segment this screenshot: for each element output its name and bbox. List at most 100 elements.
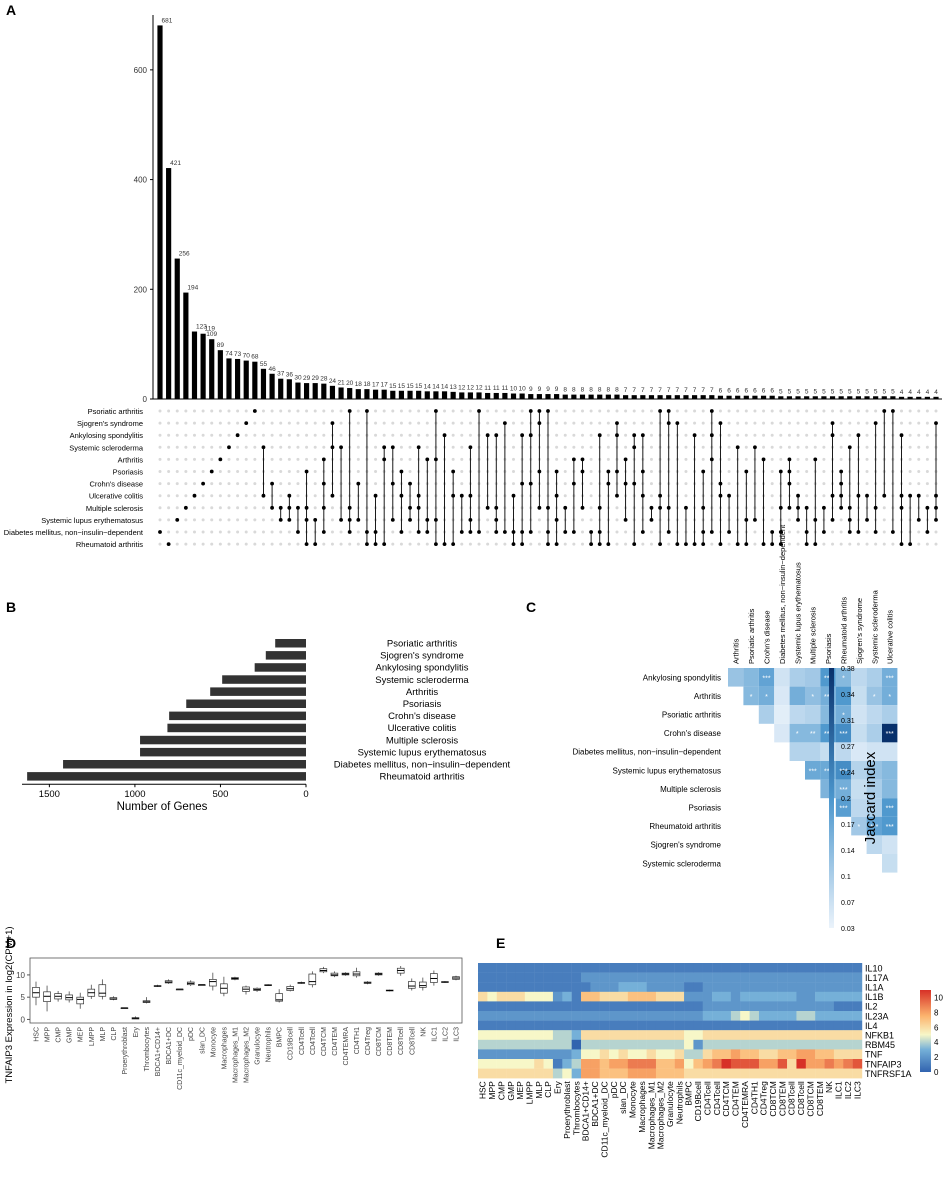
bar-label-a: 21 [337, 379, 345, 386]
set-label: Psoriasis [113, 468, 144, 477]
heat-cell-e [627, 963, 638, 973]
heat-cell-e [740, 972, 750, 983]
heat-cell-c [835, 779, 852, 799]
bar-a [355, 389, 361, 399]
matrix-dot-off [227, 506, 231, 510]
heat-cell-e [543, 1020, 554, 1031]
heat-cell-e [843, 1068, 853, 1079]
matrix-dot-off [589, 421, 593, 425]
bar-label-a: 7 [701, 387, 705, 394]
bar-a [200, 333, 206, 399]
heat-cell-e [562, 1049, 572, 1060]
bar-a [640, 395, 646, 399]
category-label-d: CD8Tcell [409, 1027, 416, 1055]
heat-cell-e [655, 972, 666, 983]
matrix-dot-off [537, 530, 541, 534]
matrix-dot-off [589, 445, 593, 449]
matrix-dot-off [218, 518, 222, 522]
matrix-dot-off [787, 530, 791, 534]
heat-cell-e [543, 1001, 554, 1012]
matrix-dot-off [270, 542, 274, 546]
matrix-dot-off [399, 421, 403, 425]
heat-cell-e [581, 972, 591, 983]
heat-cell-e [815, 1039, 825, 1050]
heat-cell-e [562, 1030, 572, 1040]
heat-cell-e [655, 982, 666, 992]
heat-cell-e [627, 982, 638, 992]
gene-label-e: TNFAIP3 [865, 1059, 902, 1069]
heat-cell-e [674, 1059, 685, 1069]
set-label: Rheumatoid arthritis [76, 540, 143, 549]
heat-cell-e [655, 1068, 666, 1079]
set-label: Sjogren's syndrome [77, 419, 143, 428]
heat-cell-e [740, 991, 750, 1002]
matrix-dot-off [908, 470, 912, 473]
heat-cell-e [833, 991, 844, 1002]
heat-cell-e [524, 1001, 535, 1012]
matrix-dot-off [158, 494, 162, 498]
matrix-dot-off [175, 421, 179, 425]
column-label-e: MLP [534, 1081, 544, 1099]
column-label-c: Systemic lupus erythematosus [793, 562, 802, 664]
matrix-dot-off [589, 518, 593, 522]
heat-cell-e [852, 1068, 863, 1079]
heat-cell-e [562, 1001, 572, 1012]
matrix-dot-off [270, 421, 274, 425]
matrix-dot-off [727, 457, 731, 461]
matrix-dot-off [822, 445, 826, 449]
bar-a [433, 391, 439, 399]
heat-cell-c [882, 686, 898, 706]
heat-cell-e [478, 963, 488, 973]
matrix-dot-off [253, 494, 257, 498]
heat-cell-e [740, 1059, 750, 1069]
matrix-dot-off [167, 457, 171, 461]
heat-cell-e [712, 1039, 722, 1050]
bar-label-a: 5 [874, 388, 878, 395]
matrix-dot-off [227, 457, 231, 461]
matrix-dot-off [606, 409, 610, 413]
matrix-dot-off [606, 457, 610, 461]
matrix-dot-off [313, 506, 317, 510]
category-label-d: Neutrophils [266, 1027, 273, 1063]
heat-cell-e [543, 1039, 554, 1050]
heat-cell-e [571, 1039, 582, 1050]
matrix-dot-off [218, 506, 222, 510]
matrix-dot-off [563, 445, 567, 449]
significance-stars: * [842, 675, 845, 682]
heat-cell-c [774, 705, 790, 724]
significance-stars: *** [824, 694, 832, 701]
matrix-dot-off [253, 421, 257, 425]
heat-cell-e [543, 982, 554, 992]
bar-label-a: 18 [363, 381, 371, 388]
matrix-dot-off [925, 470, 929, 473]
heat-cell-e [637, 1049, 647, 1060]
matrix-dot-off [805, 409, 809, 413]
heat-cell-e [478, 1059, 488, 1069]
bar-a [614, 394, 620, 399]
matrix-dot-off [391, 421, 395, 425]
bar-label-a: 4 [934, 389, 938, 396]
matrix-dot-off [167, 421, 171, 425]
matrix-dot-off [917, 421, 921, 425]
significance-stars: *** [824, 675, 832, 682]
heat-cell-e [506, 1020, 516, 1031]
matrix-dot-off [787, 542, 791, 546]
heat-cell-e [534, 1068, 544, 1079]
matrix-dot-on [244, 421, 249, 425]
matrix-dot-off [796, 433, 800, 437]
bar-a [226, 358, 232, 399]
category-label-d: LMPP [89, 1027, 96, 1046]
matrix-dot-off [305, 457, 309, 461]
matrix-dot-off [865, 445, 869, 449]
matrix-dot-off [649, 421, 653, 425]
heat-cell-e [627, 972, 638, 983]
matrix-dot-off [770, 494, 774, 498]
matrix-dot-off [236, 494, 240, 498]
heat-cell-e [730, 972, 741, 983]
matrix-dot-off [848, 433, 852, 437]
bar-label-a: 11 [484, 385, 491, 392]
matrix-dot-off [684, 421, 688, 425]
heat-cell-e [693, 1049, 703, 1060]
matrix-dot-off [408, 445, 412, 449]
matrix-dot-off [805, 433, 809, 437]
